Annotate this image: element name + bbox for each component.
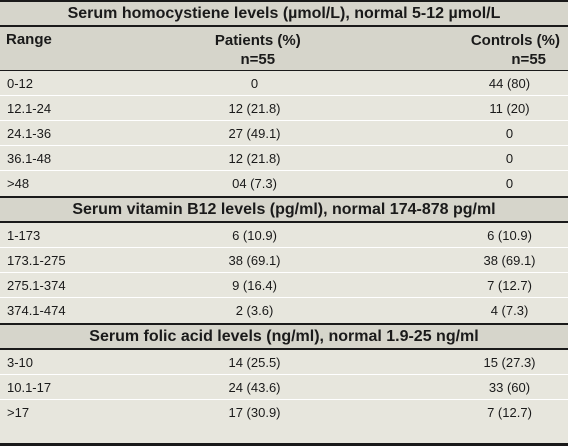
- cell-range: 275.1-374: [7, 277, 66, 293]
- section-title: Serum folic acid levels (ng/ml), normal …: [0, 323, 568, 350]
- header-range: Range: [6, 31, 52, 48]
- cell-patients: 6 (10.9): [232, 227, 277, 243]
- cell-controls: 11 (20): [489, 100, 530, 116]
- table-row: 1-173 6 (10.9) 6 (10.9): [0, 223, 568, 248]
- table-row: 12.1-24 12 (21.8) 11 (20): [0, 96, 568, 121]
- table-row: 0-12 0 44 (80): [0, 71, 568, 96]
- cell-range: 173.1-275: [7, 252, 66, 268]
- section-title: Serum vitamin B12 levels (pg/ml), normal…: [0, 196, 568, 223]
- header-patients-label: Patients (%): [214, 32, 301, 49]
- table-row: 275.1-374 9 (16.4) 7 (12.7): [0, 273, 568, 298]
- cell-controls: 0: [505, 125, 514, 141]
- cell-range: 36.1-48: [7, 150, 52, 166]
- cell-patients: 2 (3.6): [235, 303, 274, 318]
- cell-range: 0-12: [7, 75, 34, 91]
- table-row: 10.1-17 24 (43.6) 33 (60): [0, 375, 568, 400]
- cell-range: 24.1-36: [7, 125, 52, 141]
- header-controls-n: n=55: [511, 51, 546, 68]
- section-rows-vitamin-b12: 1-173 6 (10.9) 6 (10.9) 173.1-275 38 (69.1) 3…: [0, 223, 568, 323]
- cell-patients: 9 (16.4): [232, 277, 277, 293]
- table-row: 374.1-474 2 (3.6) 4 (7.3): [0, 298, 568, 323]
- table-row: >48 04 (7.3) 0: [0, 171, 568, 196]
- cell-range: >48: [7, 176, 30, 191]
- section-title: Serum homocystiene levels (µmol/L), norm…: [0, 0, 568, 27]
- table-row: >17 17 (30.9) 7 (12.7): [0, 400, 568, 425]
- bottom-rule: [0, 425, 568, 446]
- section-rows-folic-acid: 3-10 14 (25.5) 15 (27.3) 10.1-17 24 (43.6) 33…: [0, 350, 568, 425]
- table-header: Range Patients (%) n=55 Controls (%) n=5…: [0, 27, 568, 71]
- cell-controls: 38 (69.1): [483, 252, 536, 268]
- table-row: 173.1-275 38 (69.1) 38 (69.1): [0, 248, 568, 273]
- cell-controls: 15 (27.3): [483, 354, 536, 370]
- header-controls-label: Controls (%): [470, 32, 560, 49]
- cell-patients: 14 (25.5): [228, 354, 281, 370]
- cell-patients: 12 (21.8): [228, 150, 281, 166]
- table-row: 3-10 14 (25.5) 15 (27.3): [0, 350, 568, 375]
- cell-range: 12.1-24: [7, 100, 52, 116]
- header-controls: Controls (%) n=55: [361, 27, 568, 70]
- cell-controls: 0: [505, 150, 514, 166]
- header-patients-n: n=55: [240, 51, 276, 68]
- cell-range: 3-10: [7, 354, 34, 370]
- cell-patients: 04 (7.3): [232, 176, 277, 191]
- cell-controls: 7 (12.7): [487, 277, 532, 293]
- cell-range: 1-173: [7, 227, 41, 243]
- cell-patients: 17 (30.9): [228, 405, 281, 420]
- cell-range: >17: [7, 405, 30, 420]
- cell-patients: 27 (49.1): [228, 125, 281, 141]
- cell-patients: 12 (21.8): [228, 100, 281, 116]
- cell-controls: 0: [505, 176, 514, 191]
- table-row: 36.1-48 12 (21.8) 0: [0, 146, 568, 171]
- header-patients: Patients (%) n=55: [154, 27, 361, 70]
- cell-controls: 44 (80): [488, 75, 531, 91]
- section-rows-homocystiene: 0-12 0 44 (80) 12.1-24 12 (21.8) 11 (20) 24.1-…: [0, 71, 568, 196]
- table-row: 24.1-36 27 (49.1) 0: [0, 121, 568, 146]
- cell-controls: 33 (60): [488, 379, 531, 395]
- cell-patients: 24 (43.6): [228, 379, 281, 395]
- cell-patients: 0: [250, 75, 259, 91]
- cell-controls: 4 (7.3): [490, 303, 529, 318]
- cell-controls: 6 (10.9): [487, 227, 532, 243]
- cell-range: 374.1-474: [7, 303, 66, 318]
- cell-controls: 7 (12.7): [487, 405, 532, 420]
- cell-patients: 38 (69.1): [228, 252, 281, 268]
- cell-range: 10.1-17: [7, 379, 52, 395]
